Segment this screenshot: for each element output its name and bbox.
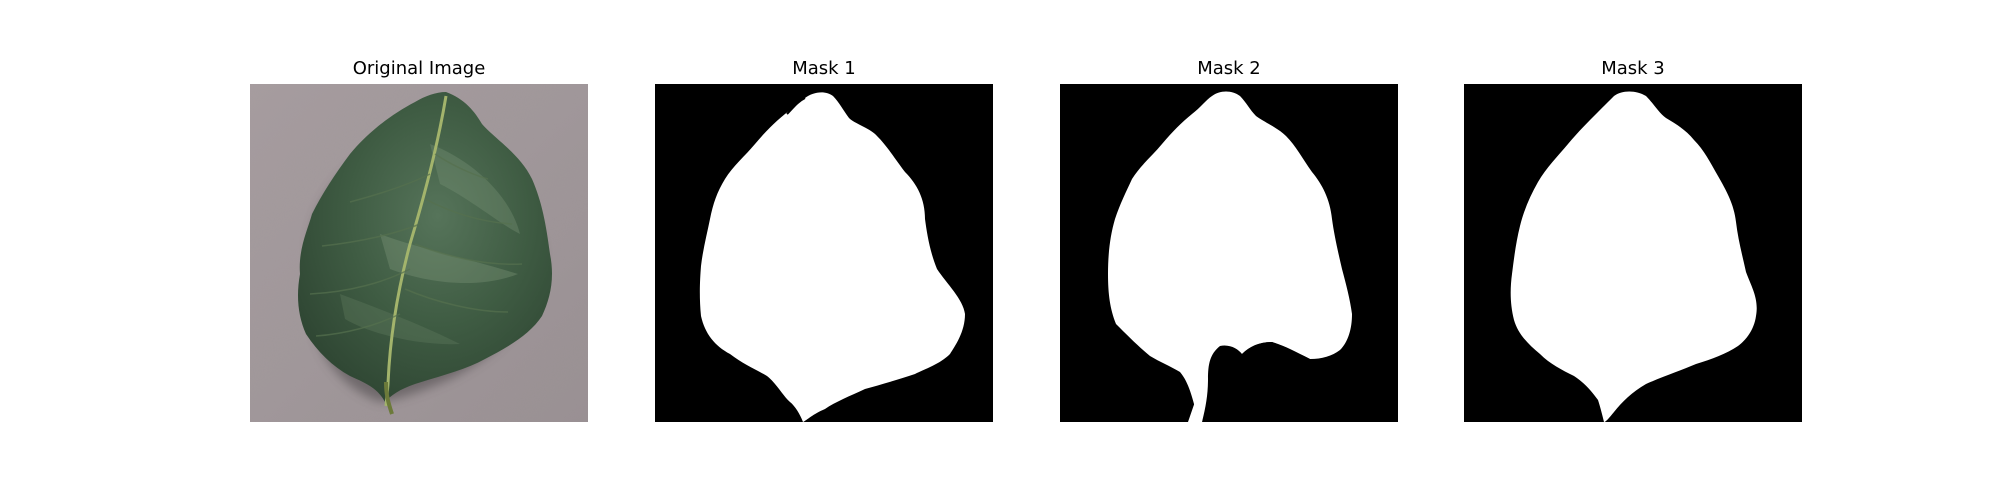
mask-3-image xyxy=(1464,84,1802,422)
leaf-vein xyxy=(384,95,448,407)
panel-title-mask-2: Mask 2 xyxy=(1197,58,1261,79)
mask-1-leaf-region xyxy=(699,92,965,422)
mask-1-image xyxy=(655,84,993,422)
panel-title-mask-3: Mask 3 xyxy=(1601,58,1665,79)
mask-3-leaf-region xyxy=(1510,91,1757,422)
leaf-stem xyxy=(384,381,394,415)
mask-2-image xyxy=(1060,84,1398,422)
mask-2-panel xyxy=(1060,84,1398,422)
mask-2-leaf-region xyxy=(1108,91,1352,422)
panel-title-original: Original Image xyxy=(352,58,486,79)
panel-title-mask-1: Mask 1 xyxy=(792,58,856,79)
original-image-panel xyxy=(250,84,588,422)
leaf-photo xyxy=(250,84,588,422)
mask-1-panel xyxy=(655,84,993,422)
mask-3-panel xyxy=(1464,84,1802,422)
